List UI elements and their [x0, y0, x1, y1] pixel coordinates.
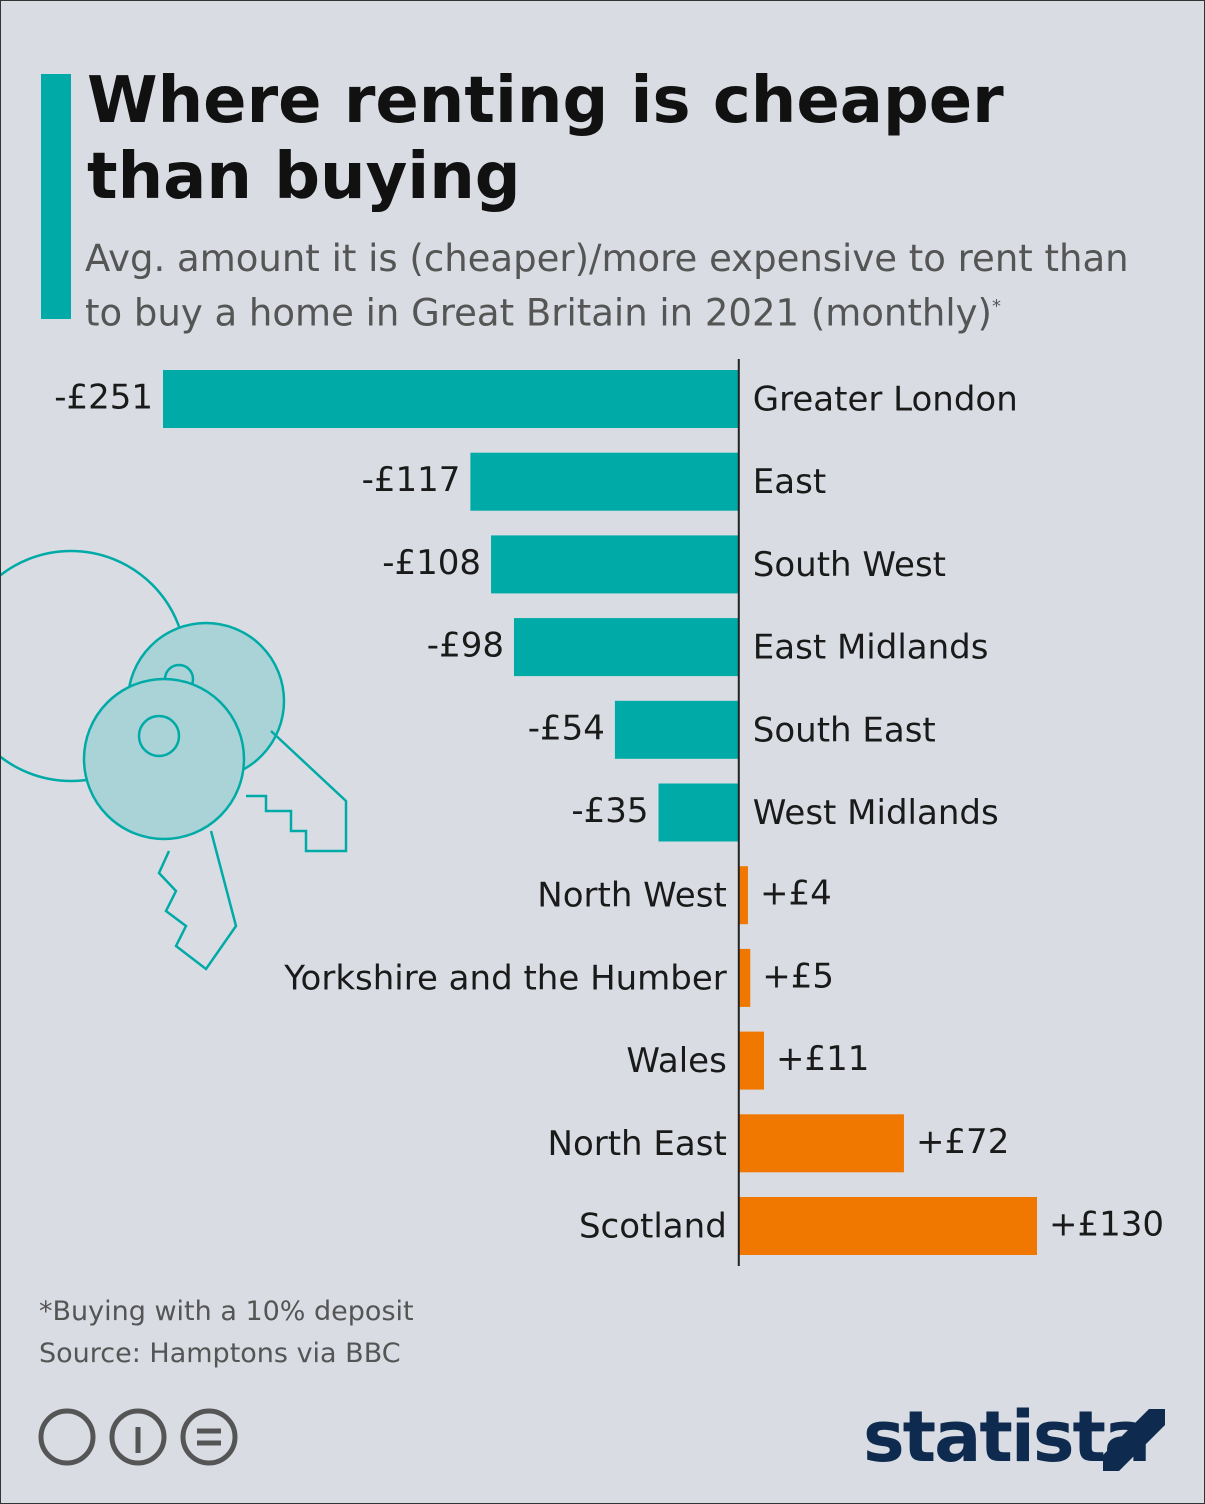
footnote: *Buying with a 10% deposit: [39, 1296, 414, 1327]
value-label: -£108: [382, 543, 481, 583]
value-label: -£98: [427, 626, 504, 666]
bar: [163, 370, 739, 428]
category-label: North West: [537, 876, 727, 916]
chart-subtitle: Avg. amount it is (cheaper)/more expensi…: [85, 235, 1145, 337]
bar: [738, 948, 751, 1007]
value-label: -£35: [571, 791, 648, 831]
value-label: +£130: [1049, 1205, 1164, 1245]
brand-mark: [1103, 1409, 1165, 1471]
category-label: South East: [753, 710, 936, 750]
subtitle-text: Avg. amount it is (cheaper)/more expensi…: [85, 237, 1129, 335]
accent-bar: [41, 74, 71, 319]
license-icons: [38, 1408, 238, 1466]
subtitle-marker: *: [991, 296, 1001, 317]
value-label: -£54: [528, 708, 605, 748]
bar: [738, 866, 748, 925]
bar: [658, 783, 739, 842]
keys-illustration: [1, 549, 348, 971]
bar: [513, 618, 739, 677]
category-label: West Midlands: [753, 793, 999, 833]
category-label: Wales: [626, 1041, 726, 1081]
value-label: +£72: [916, 1122, 1009, 1162]
category-label: Scotland: [579, 1207, 727, 1247]
footer: *Buying with a 10% deposit Source: Hampt…: [39, 1291, 414, 1375]
bar: [614, 700, 739, 759]
category-label: South West: [753, 545, 946, 585]
category-label: North East: [548, 1124, 727, 1164]
value-label: +£11: [776, 1039, 869, 1079]
value-label: -£251: [54, 378, 153, 418]
chart-title: Where renting is cheaper than buying: [87, 64, 1004, 214]
category-label: Greater London: [753, 380, 1018, 420]
bar: [738, 1031, 765, 1090]
category-label: Yorkshire and the Humber: [283, 958, 727, 998]
bar: [738, 1114, 904, 1173]
bar: [470, 452, 739, 511]
value-label: +£5: [762, 956, 834, 996]
category-label: East Midlands: [753, 628, 989, 668]
category-label: East: [753, 462, 826, 502]
bar: [738, 1197, 1037, 1255]
source: Source: Hamptons via BBC: [39, 1338, 401, 1369]
value-label: +£4: [760, 874, 832, 914]
value-label: -£117: [362, 460, 461, 500]
bar: [491, 535, 739, 594]
